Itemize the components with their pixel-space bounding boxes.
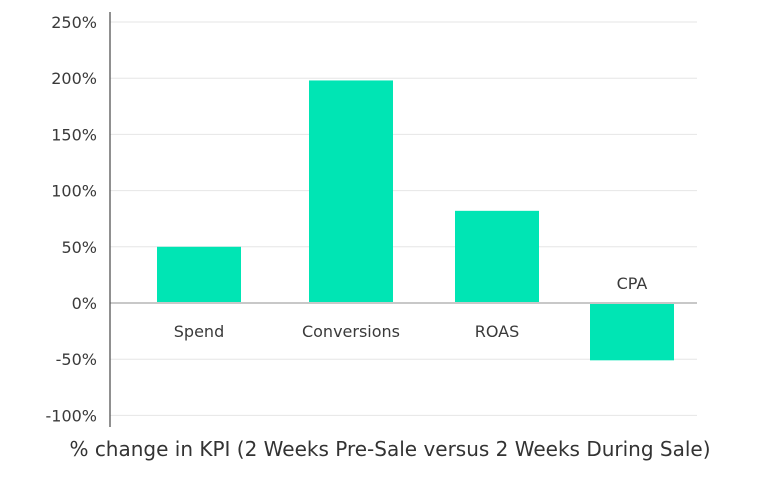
y-tick-label: 0% (72, 294, 97, 313)
bar-roas (455, 210, 539, 303)
bar-spend (157, 246, 241, 303)
category-label-conversions: Conversions (302, 322, 400, 341)
bar-conversions (309, 80, 393, 303)
y-tick-label: -50% (56, 350, 97, 369)
category-labels: Spend Conversions ROAS CPA (174, 274, 648, 341)
y-tick-label: 150% (51, 125, 97, 144)
y-tick-label: 100% (51, 182, 97, 201)
bar-cpa (590, 303, 674, 361)
x-axis-label: % change in KPI (2 Weeks Pre-Sale versus… (69, 437, 710, 461)
y-axis-ticks: 250% 200% 150% 100% 50% 0% -50% -100% (45, 13, 97, 425)
y-tick-label: -100% (45, 406, 97, 425)
y-tick-label: 50% (61, 238, 97, 257)
y-tick-label: 200% (51, 69, 97, 88)
category-label-roas: ROAS (475, 322, 520, 341)
bars (157, 80, 674, 361)
category-label-cpa: CPA (617, 274, 648, 293)
y-tick-label: 250% (51, 13, 97, 32)
category-label-spend: Spend (174, 322, 224, 341)
